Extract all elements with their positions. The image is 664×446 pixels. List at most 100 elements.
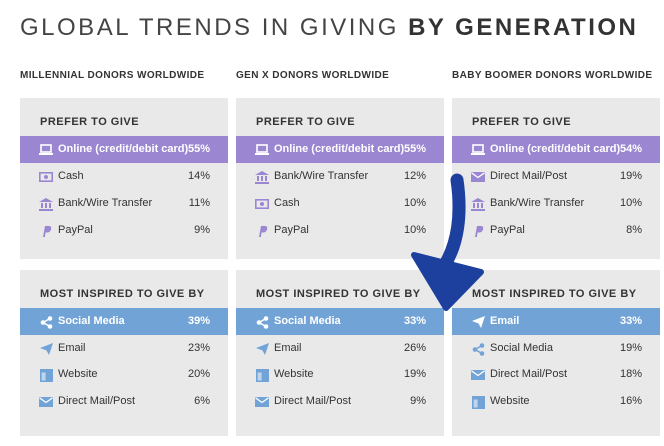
column-header: BABY BOOMER DONORS WORLDWIDE: [452, 70, 653, 81]
row-label: Cash: [274, 197, 300, 209]
row-label: Website: [58, 368, 98, 380]
bank-icon: [39, 197, 53, 211]
page-title-light: GLOBAL TRENDS IN GIVING: [20, 14, 409, 41]
row-value: 55%: [187, 143, 210, 155]
row-label: Direct Mail/Post: [490, 368, 568, 380]
list-item: Website 20%: [20, 361, 228, 388]
row-label: Email: [274, 342, 302, 354]
row-label: Direct Mail/Post: [490, 170, 568, 182]
list-item: Website 19%: [236, 361, 444, 388]
column-baby-boomer: BABY BOOMER DONORS WORLDWIDE PREFER TO G…: [452, 70, 660, 436]
row-value: 10%: [403, 197, 426, 209]
card-title: MOST INSPIRED TO GIVE BY: [256, 288, 421, 300]
inspired-to-give-card: MOST INSPIRED TO GIVE BY Email 33% Socia…: [452, 270, 660, 436]
row-value: 9%: [194, 224, 210, 236]
list-item: Website 16%: [452, 388, 660, 415]
paypal-icon: [471, 224, 485, 238]
list-item: Direct Mail/Post 9%: [236, 388, 444, 415]
row-value: 19%: [619, 342, 642, 354]
envelope-icon: [255, 395, 269, 409]
page-title: GLOBAL TRENDS IN GIVING BY GENERATION: [20, 14, 638, 42]
list-item: PayPal 8%: [452, 217, 660, 244]
column-header: MILLENNIAL DONORS WORLDWIDE: [20, 70, 205, 81]
card-title: MOST INSPIRED TO GIVE BY: [472, 288, 637, 300]
website-icon: [255, 368, 269, 382]
envelope-icon: [471, 368, 485, 382]
list-item: Direct Mail/Post 6%: [20, 388, 228, 415]
row-label: Bank/Wire Transfer: [58, 197, 153, 209]
list-item: Direct Mail/Post 19%: [452, 163, 660, 190]
website-icon: [471, 395, 485, 409]
row-label: Online (credit/debit card): [274, 143, 405, 155]
paypal-icon: [39, 224, 53, 238]
envelope-icon: [471, 170, 485, 184]
card-title: PREFER TO GIVE: [472, 116, 572, 128]
share-icon: [471, 342, 485, 356]
share-icon: [255, 315, 269, 329]
row-value: 19%: [403, 368, 426, 380]
column-millennial: MILLENNIAL DONORS WORLDWIDE PREFER TO GI…: [20, 70, 228, 436]
paypal-icon: [255, 224, 269, 238]
row-label: Website: [490, 395, 530, 407]
inspired-to-give-card: MOST INSPIRED TO GIVE BY Social Media 39…: [20, 270, 228, 436]
row-value: 10%: [619, 197, 642, 209]
card-title: PREFER TO GIVE: [40, 116, 140, 128]
paper-plane-icon: [39, 342, 53, 356]
list-item: Social Media 39%: [20, 308, 228, 335]
row-value: 16%: [619, 395, 642, 407]
row-label: Bank/Wire Transfer: [274, 170, 369, 182]
inspired-to-give-card: MOST INSPIRED TO GIVE BY Social Media 33…: [236, 270, 444, 436]
page-title-bold: BY GENERATION: [408, 14, 639, 41]
list-item: Bank/Wire Transfer 12%: [236, 163, 444, 190]
row-value: 33%: [619, 315, 642, 327]
row-value: 39%: [187, 315, 210, 327]
laptop-icon: [471, 143, 485, 157]
list-item: Online (credit/debit card) 55%: [20, 136, 228, 163]
row-label: Direct Mail/Post: [274, 395, 352, 407]
row-label: PayPal: [58, 224, 93, 236]
list-item: Email 23%: [20, 335, 228, 362]
row-value: 23%: [187, 342, 210, 354]
paper-plane-icon: [471, 315, 485, 329]
list-item: Bank/Wire Transfer 10%: [452, 190, 660, 217]
laptop-icon: [39, 143, 53, 157]
column-header: GEN X DONORS WORLDWIDE: [236, 70, 390, 81]
row-value: 9%: [410, 395, 426, 407]
row-label: Email: [58, 342, 86, 354]
bank-icon: [255, 170, 269, 184]
card-title: PREFER TO GIVE: [256, 116, 356, 128]
list-item: PayPal 9%: [20, 217, 228, 244]
row-label: Email: [490, 315, 520, 327]
cash-icon: [39, 170, 53, 184]
list-item: Email 26%: [236, 335, 444, 362]
list-item: Direct Mail/Post 18%: [452, 361, 660, 388]
row-value: 54%: [619, 143, 642, 155]
row-value: 12%: [403, 170, 426, 182]
cash-icon: [255, 197, 269, 211]
list-item: Social Media 33%: [236, 308, 444, 335]
prefer-to-give-card: PREFER TO GIVE Online (credit/debit card…: [236, 98, 444, 259]
row-label: Direct Mail/Post: [58, 395, 136, 407]
list-item: Social Media 19%: [452, 335, 660, 362]
row-value: 55%: [403, 143, 426, 155]
row-label: Online (credit/debit card): [490, 143, 621, 155]
row-value: 18%: [619, 368, 642, 380]
row-label: Online (credit/debit card): [58, 143, 189, 155]
row-value: 10%: [403, 224, 426, 236]
list-item: Bank/Wire Transfer 11%: [20, 190, 228, 217]
row-label: Website: [274, 368, 314, 380]
row-value: 11%: [188, 197, 210, 209]
card-title: MOST INSPIRED TO GIVE BY: [40, 288, 205, 300]
list-item: Cash 10%: [236, 190, 444, 217]
prefer-to-give-card: PREFER TO GIVE Online (credit/debit card…: [20, 98, 228, 259]
row-value: 26%: [403, 342, 426, 354]
list-item: Online (credit/debit card) 54%: [452, 136, 660, 163]
row-label: PayPal: [274, 224, 309, 236]
list-item: Cash 14%: [20, 163, 228, 190]
bank-icon: [471, 197, 485, 211]
row-value: 14%: [187, 170, 210, 182]
row-label: Cash: [58, 170, 84, 182]
prefer-to-give-card: PREFER TO GIVE Online (credit/debit card…: [452, 98, 660, 259]
list-item: PayPal 10%: [236, 217, 444, 244]
row-label: Social Media: [490, 342, 553, 354]
